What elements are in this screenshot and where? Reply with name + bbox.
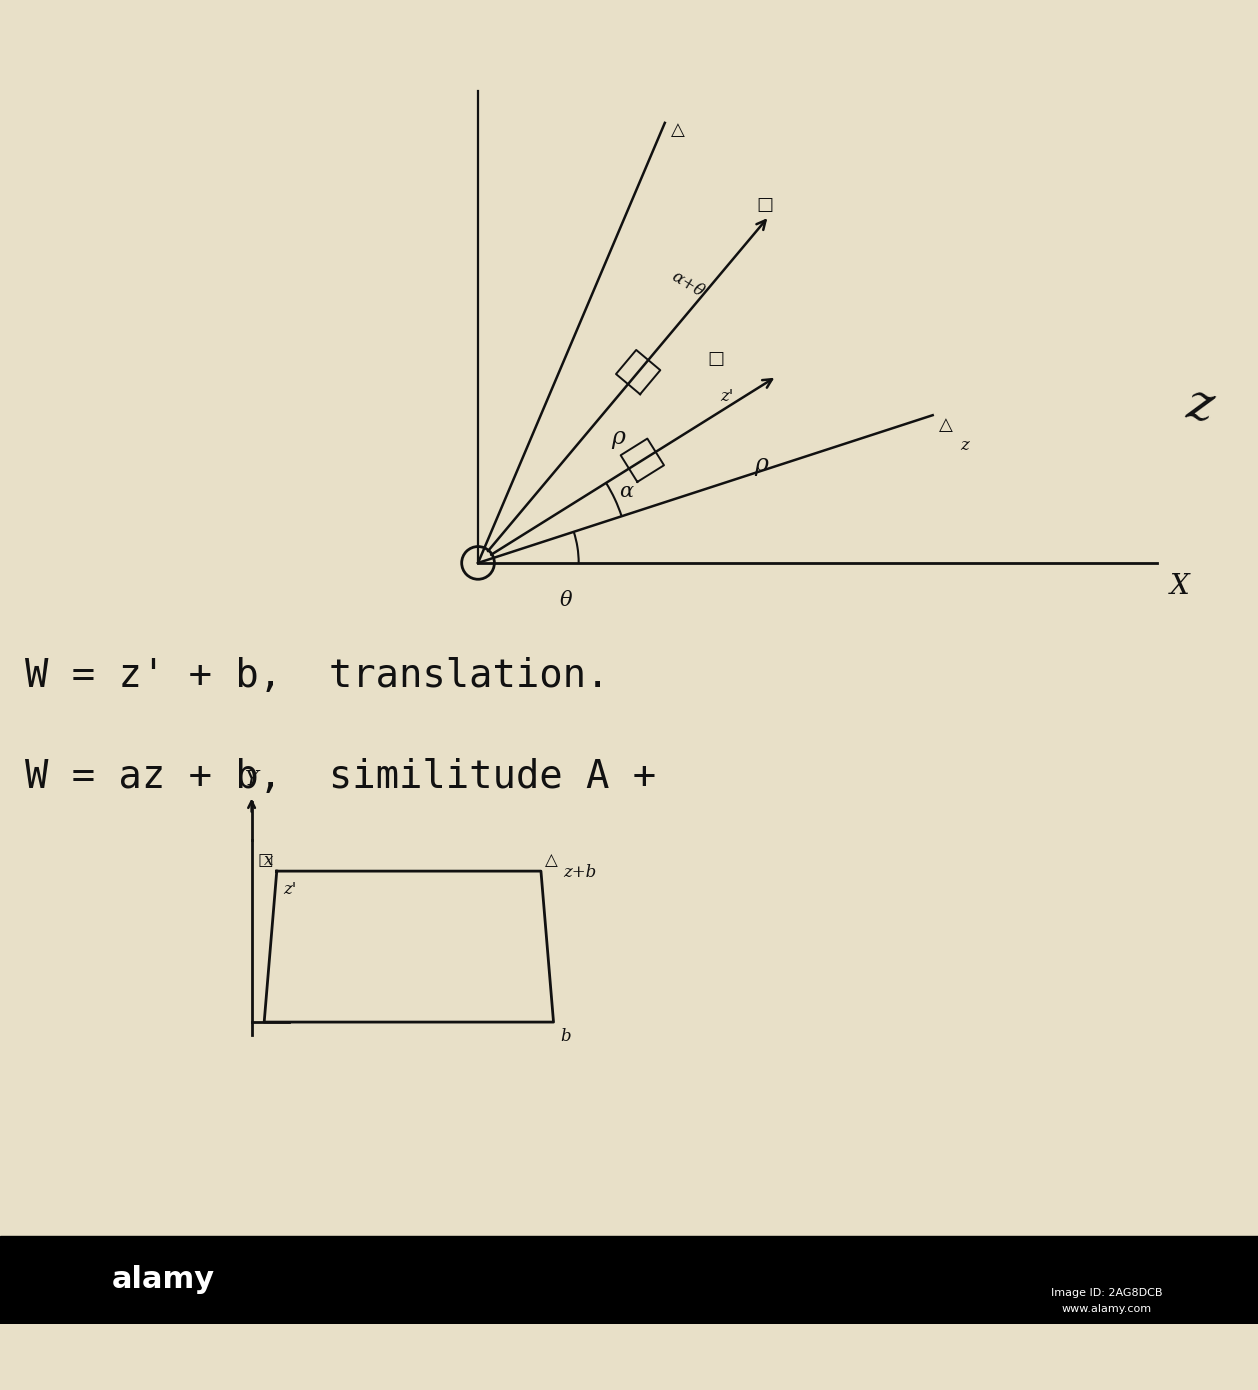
Text: ρ: ρ	[754, 453, 767, 477]
Text: z+b: z+b	[564, 865, 596, 881]
Text: α: α	[619, 482, 634, 502]
Text: x: x	[264, 852, 273, 869]
Text: α+θ: α+θ	[668, 268, 707, 300]
Text: □: □	[707, 350, 725, 368]
Text: X: X	[1170, 573, 1190, 600]
Text: ρ: ρ	[611, 425, 625, 449]
Text: Image ID: 2AG8DCB: Image ID: 2AG8DCB	[1052, 1287, 1162, 1297]
Text: www.alamy.com: www.alamy.com	[1062, 1304, 1152, 1314]
Text: W = z' + b,  translation.: W = z' + b, translation.	[25, 657, 610, 695]
Text: z': z'	[283, 881, 297, 898]
Text: □: □	[756, 196, 774, 214]
Text: alamy: alamy	[112, 1265, 215, 1294]
Text: z: z	[1183, 379, 1216, 432]
Text: △: △	[545, 851, 557, 869]
Text: W = az + b,  similitude A +: W = az + b, similitude A +	[25, 758, 657, 795]
Text: z': z'	[720, 388, 733, 406]
Text: △: △	[671, 121, 686, 139]
Text: Y: Y	[245, 770, 258, 790]
Bar	[0, 1236, 1258, 1325]
Text: △: △	[938, 416, 952, 434]
Text: θ: θ	[560, 591, 572, 610]
Text: b: b	[560, 1029, 570, 1045]
Text: □: □	[258, 851, 274, 869]
Text: z: z	[960, 438, 969, 455]
